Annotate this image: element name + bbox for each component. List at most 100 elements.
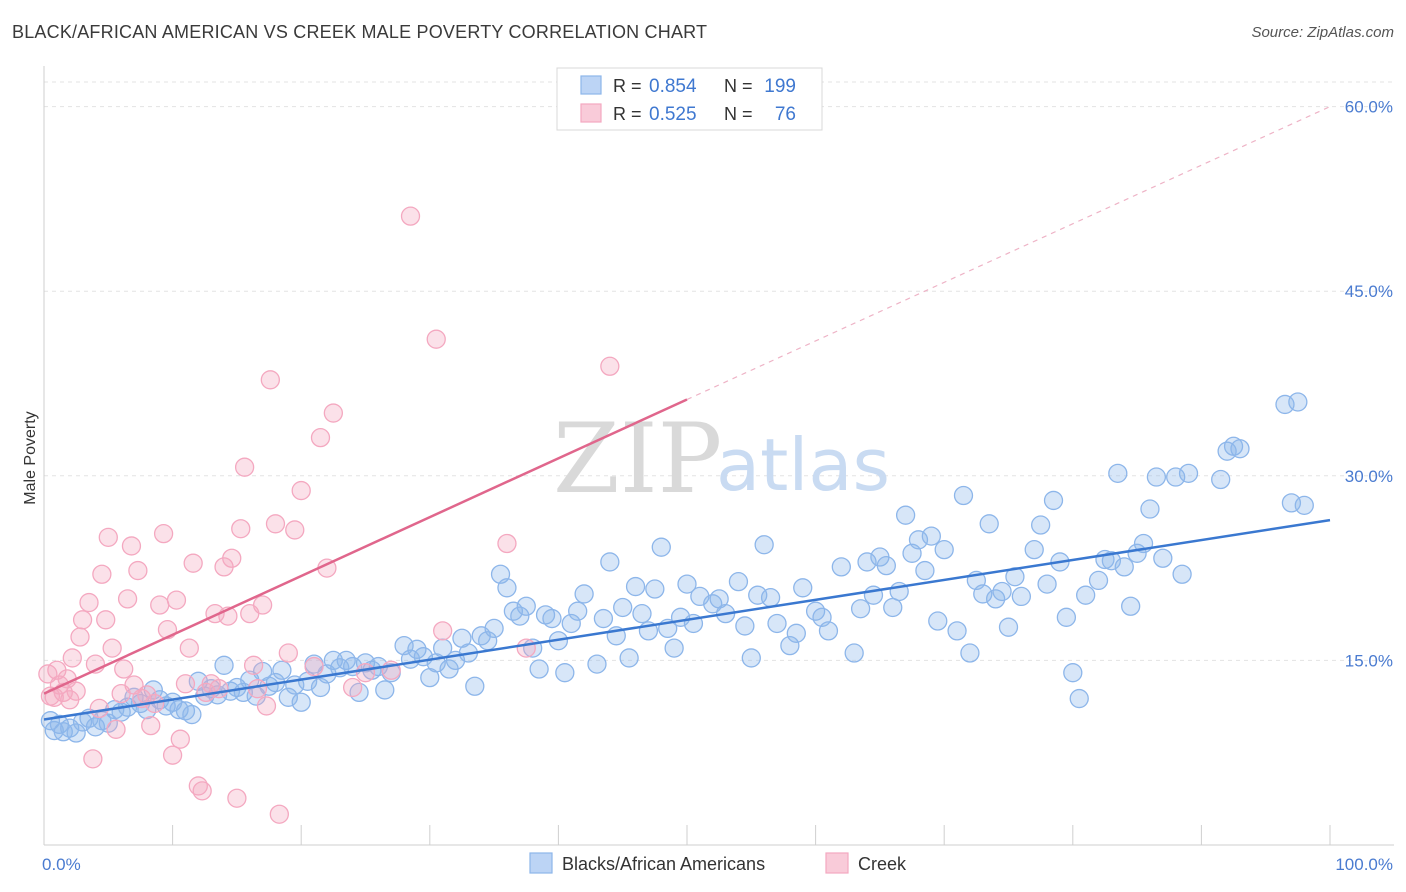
scatter-point: [1140, 499, 1160, 519]
scatter-point: [883, 597, 903, 618]
scatter-point: [256, 696, 277, 716]
y-axis-label: Male Poverty: [22, 411, 39, 504]
scatter-point: [222, 548, 242, 568]
scatter-point: [529, 659, 549, 679]
scatter-point: [593, 608, 614, 629]
trend-layer: [43, 106, 1331, 721]
scatter-point: [66, 723, 86, 743]
scatter-point: [645, 579, 665, 599]
scatter-point: [117, 589, 138, 609]
scatter-point: [998, 617, 1019, 637]
scatter-point: [72, 610, 93, 630]
scatter-point: [121, 536, 142, 556]
bottom-legend: Blacks/African Americans Creek: [529, 852, 907, 874]
chart-title: BLACK/AFRICAN AMERICAN VS CREEK MALE POV…: [12, 22, 708, 42]
scatter-point: [818, 621, 839, 641]
scatter-point: [278, 643, 298, 663]
scatter-point: [183, 553, 203, 573]
scatter-point: [465, 676, 485, 696]
scatter-point: [728, 571, 749, 592]
scatter-point: [484, 618, 504, 639]
scatter-point: [1108, 463, 1128, 483]
scatter-point: [1063, 663, 1083, 683]
x-tick-label: 100.0%: [1335, 855, 1393, 874]
scatter-point: [260, 370, 280, 390]
legend-r-value-creek: 0.525: [649, 104, 697, 125]
scatter-point: [375, 680, 395, 700]
scatter-point: [767, 613, 787, 634]
scatter-point: [1031, 515, 1051, 535]
scatter-point: [128, 560, 148, 581]
scatter-point: [79, 592, 99, 613]
scatter-point: [291, 480, 311, 501]
scatter-point: [1172, 564, 1192, 584]
scatter-point: [83, 749, 103, 769]
scatter-point: [516, 596, 536, 616]
scatter-point: [175, 674, 196, 694]
scatter-point: [1294, 495, 1314, 515]
scatter-point: [600, 552, 620, 572]
scatter-point: [760, 587, 781, 608]
trend-line-creek: [43, 398, 688, 695]
scatter-point: [1024, 539, 1044, 560]
scatter-point: [992, 581, 1012, 602]
scatter-point: [677, 574, 697, 594]
scatter-point: [269, 804, 289, 824]
scatter-point: [355, 663, 376, 683]
scatter-point: [166, 590, 187, 610]
scatter-point: [915, 560, 935, 581]
scatter-point: [106, 719, 126, 739]
tick-labels: 15.0% 30.0% 45.0% 60.0% 0.0% 100.0%: [42, 98, 1393, 874]
trend-line-blacks: [43, 518, 1331, 721]
legend-swatch-creek: [580, 103, 602, 123]
scatter-point: [291, 692, 311, 712]
scatter-point: [141, 715, 161, 736]
scatter-point: [895, 505, 916, 525]
scatter-point: [568, 601, 588, 621]
scatter-point: [600, 356, 620, 376]
scatter-point: [1037, 574, 1057, 594]
scatter-point: [793, 578, 813, 598]
y-tick-label: 60.0%: [1345, 98, 1393, 117]
scatter-point: [265, 514, 286, 534]
legend-swatch-blacks: [580, 75, 602, 95]
scatter-point: [209, 679, 229, 699]
scatter-point: [1056, 607, 1077, 627]
scatter-point: [70, 627, 90, 647]
watermark-zip: ZIP: [553, 403, 722, 515]
scatter-point: [304, 656, 324, 677]
scatter-point: [510, 606, 530, 626]
scatter-point: [1146, 467, 1167, 487]
series-layer: [38, 206, 1314, 824]
scatter-point: [179, 638, 199, 658]
legend-n-label-blacks: N =: [724, 76, 753, 96]
scatter-point: [632, 603, 652, 624]
trend-extension-creek: [686, 106, 1331, 401]
scatter-point: [234, 457, 255, 477]
scatter-point: [323, 403, 344, 423]
scatter-point: [66, 681, 86, 701]
scatter-point: [555, 663, 575, 683]
scatter-point: [231, 519, 251, 539]
scatter-point: [92, 564, 112, 584]
bottom-legend-swatch-creek: [825, 852, 849, 874]
scatter-point: [227, 788, 247, 808]
series-creek: [38, 206, 620, 824]
bottom-legend-label-creek: Creek: [858, 854, 907, 874]
legend-r-label-creek: R =: [613, 104, 642, 124]
scatter-point: [947, 621, 967, 641]
legend-r-value-blacks: 0.854: [649, 76, 697, 97]
scatter-point: [1069, 688, 1089, 709]
legend-n-value-creek: 76: [775, 104, 796, 125]
scatter-point: [182, 704, 202, 725]
scatter-point: [98, 527, 118, 547]
scatter-point: [310, 428, 331, 448]
scatter-point: [613, 597, 633, 618]
legend-n-label-creek: N =: [724, 104, 753, 124]
scatter-point: [214, 655, 234, 675]
scatter-point: [561, 613, 581, 634]
scatter-point: [162, 745, 183, 765]
legend-n-value-blacks: 199: [764, 76, 796, 97]
scatter-point: [1230, 439, 1250, 459]
scatter-point: [516, 638, 536, 658]
